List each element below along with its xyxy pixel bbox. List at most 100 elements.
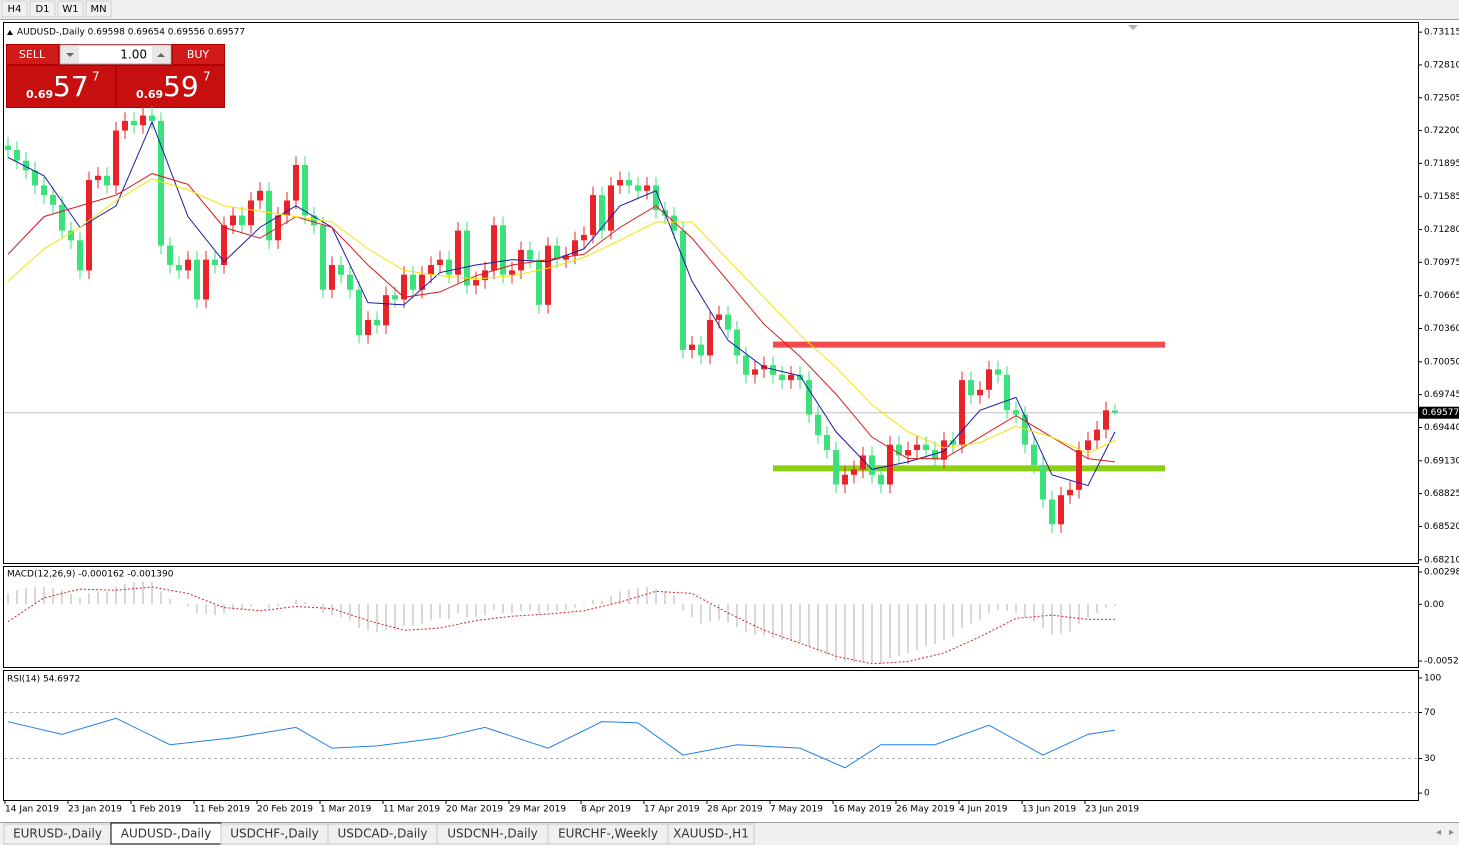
candle-body	[140, 115, 146, 126]
candle-body	[302, 164, 308, 216]
sell-price-box[interactable]	[7, 66, 115, 107]
current-price-label: 0.69577	[1422, 408, 1459, 418]
candle-body	[653, 185, 659, 211]
collapse-icon	[7, 30, 13, 35]
x-tick-label: 28 Apr 2019	[707, 805, 763, 815]
candle-body	[266, 190, 272, 241]
tab-label: USDCHF-,Daily	[230, 827, 318, 841]
timeframe-button[interactable]	[85, 0, 112, 18]
candle-body	[572, 240, 578, 256]
candle-body	[689, 344, 695, 351]
moving-average	[7, 120, 1116, 487]
tab-label: USDCNH-,Daily	[447, 827, 538, 841]
tab[interactable]	[667, 823, 755, 845]
macd-title: MACD(12,26,9) -0.000162 -0.001390	[7, 570, 174, 580]
y-tick-label: 0.69745	[1424, 390, 1459, 400]
candle-body	[230, 215, 236, 226]
y-tick-label: -0.005250	[1424, 657, 1459, 667]
candle-body	[50, 195, 56, 205]
candle-body	[257, 190, 263, 201]
timeframe-button[interactable]	[57, 0, 84, 18]
candle-body	[221, 225, 227, 266]
candle-body	[752, 369, 758, 375]
lot-value: 1.00	[120, 48, 147, 62]
x-tick-label: 1 Feb 2019	[131, 805, 182, 815]
lot-input[interactable]	[59, 44, 172, 65]
candle-body	[1076, 450, 1082, 490]
x-tick-label: 1 Mar 2019	[320, 805, 372, 815]
timeframe-label: MN	[90, 4, 106, 15]
y-tick-label: 100	[1424, 673, 1441, 683]
candle-body	[347, 274, 353, 290]
candle-body	[14, 149, 20, 161]
candle-body	[482, 270, 488, 281]
x-tick-label: 23 Jan 2019	[68, 805, 122, 815]
candle-body	[455, 230, 461, 275]
candle-body	[527, 249, 533, 260]
candle-body	[329, 265, 335, 290]
candle-body	[824, 434, 830, 451]
y-tick-label: 0.72505	[1424, 93, 1459, 103]
candle-body	[545, 245, 551, 305]
candle-body	[131, 120, 137, 126]
x-tick-label: 20 Feb 2019	[257, 805, 313, 815]
candle-body	[536, 259, 542, 305]
candle-body	[905, 450, 911, 456]
y-tick-label: 0.68825	[1424, 489, 1459, 499]
sell-price-pips: 57	[53, 70, 89, 103]
candle-body	[32, 170, 38, 186]
candle-body	[590, 195, 596, 235]
candle-body	[671, 215, 677, 231]
candle-body	[446, 259, 452, 275]
candle-body	[887, 444, 893, 485]
buy-price-box[interactable]	[117, 66, 224, 107]
y-tick-label: 30	[1424, 754, 1436, 764]
candle-body	[977, 389, 983, 396]
x-tick-label: 20 Mar 2019	[446, 805, 503, 815]
x-tick-label: 23 Jun 2019	[1085, 805, 1139, 815]
level-line	[773, 465, 1165, 472]
timeframe-button[interactable]	[29, 0, 56, 18]
candle-body	[842, 474, 848, 485]
y-tick-label: 0.002984	[1424, 568, 1459, 578]
candle-body	[122, 120, 128, 131]
rsi-panel	[3, 670, 1419, 801]
tab-label: AUDUSD-,Daily	[121, 827, 211, 841]
x-tick-label: 26 May 2019	[896, 805, 955, 815]
sell-button[interactable]	[7, 45, 58, 64]
candle-body	[941, 440, 947, 460]
level-line	[773, 341, 1165, 348]
candle-body	[185, 259, 191, 271]
x-tick-label: 29 Mar 2019	[509, 805, 566, 815]
tab-label: EURUSD-,Daily	[13, 827, 102, 841]
candle-body	[923, 444, 929, 451]
candle-body	[194, 259, 200, 300]
y-tick-label: 0.71585	[1424, 192, 1459, 202]
timeframe-button[interactable]	[1, 0, 28, 18]
tab-scroll-left[interactable]: ◂	[1436, 827, 1441, 838]
candle-body	[293, 164, 299, 201]
candle-body	[806, 380, 812, 415]
tab-scroll-right[interactable]: ▸	[1449, 827, 1454, 838]
timeframe-label: W1	[62, 4, 78, 15]
candle-body	[491, 225, 497, 271]
candle-body	[698, 344, 704, 356]
buy-button[interactable]	[173, 45, 224, 64]
candle-body	[158, 120, 164, 246]
buy-label: BUY	[187, 48, 210, 61]
candle-body	[599, 195, 605, 231]
timeframe-label: H4	[8, 4, 22, 15]
candle-body	[23, 160, 29, 171]
y-tick-label: 0.69440	[1424, 423, 1459, 433]
x-tick-label: 11 Feb 2019	[194, 805, 250, 815]
candle-body	[176, 265, 182, 271]
candle-body	[473, 280, 479, 286]
candle-body	[716, 314, 722, 320]
tab-label: XAUUSD-,H1	[673, 827, 749, 841]
candle-body	[1058, 495, 1064, 525]
x-tick-label: 8 Apr 2019	[581, 805, 631, 815]
candle-body	[239, 215, 245, 226]
y-tick-label: 0.00	[1424, 600, 1444, 610]
buy-price-big: 0.69	[136, 88, 163, 101]
